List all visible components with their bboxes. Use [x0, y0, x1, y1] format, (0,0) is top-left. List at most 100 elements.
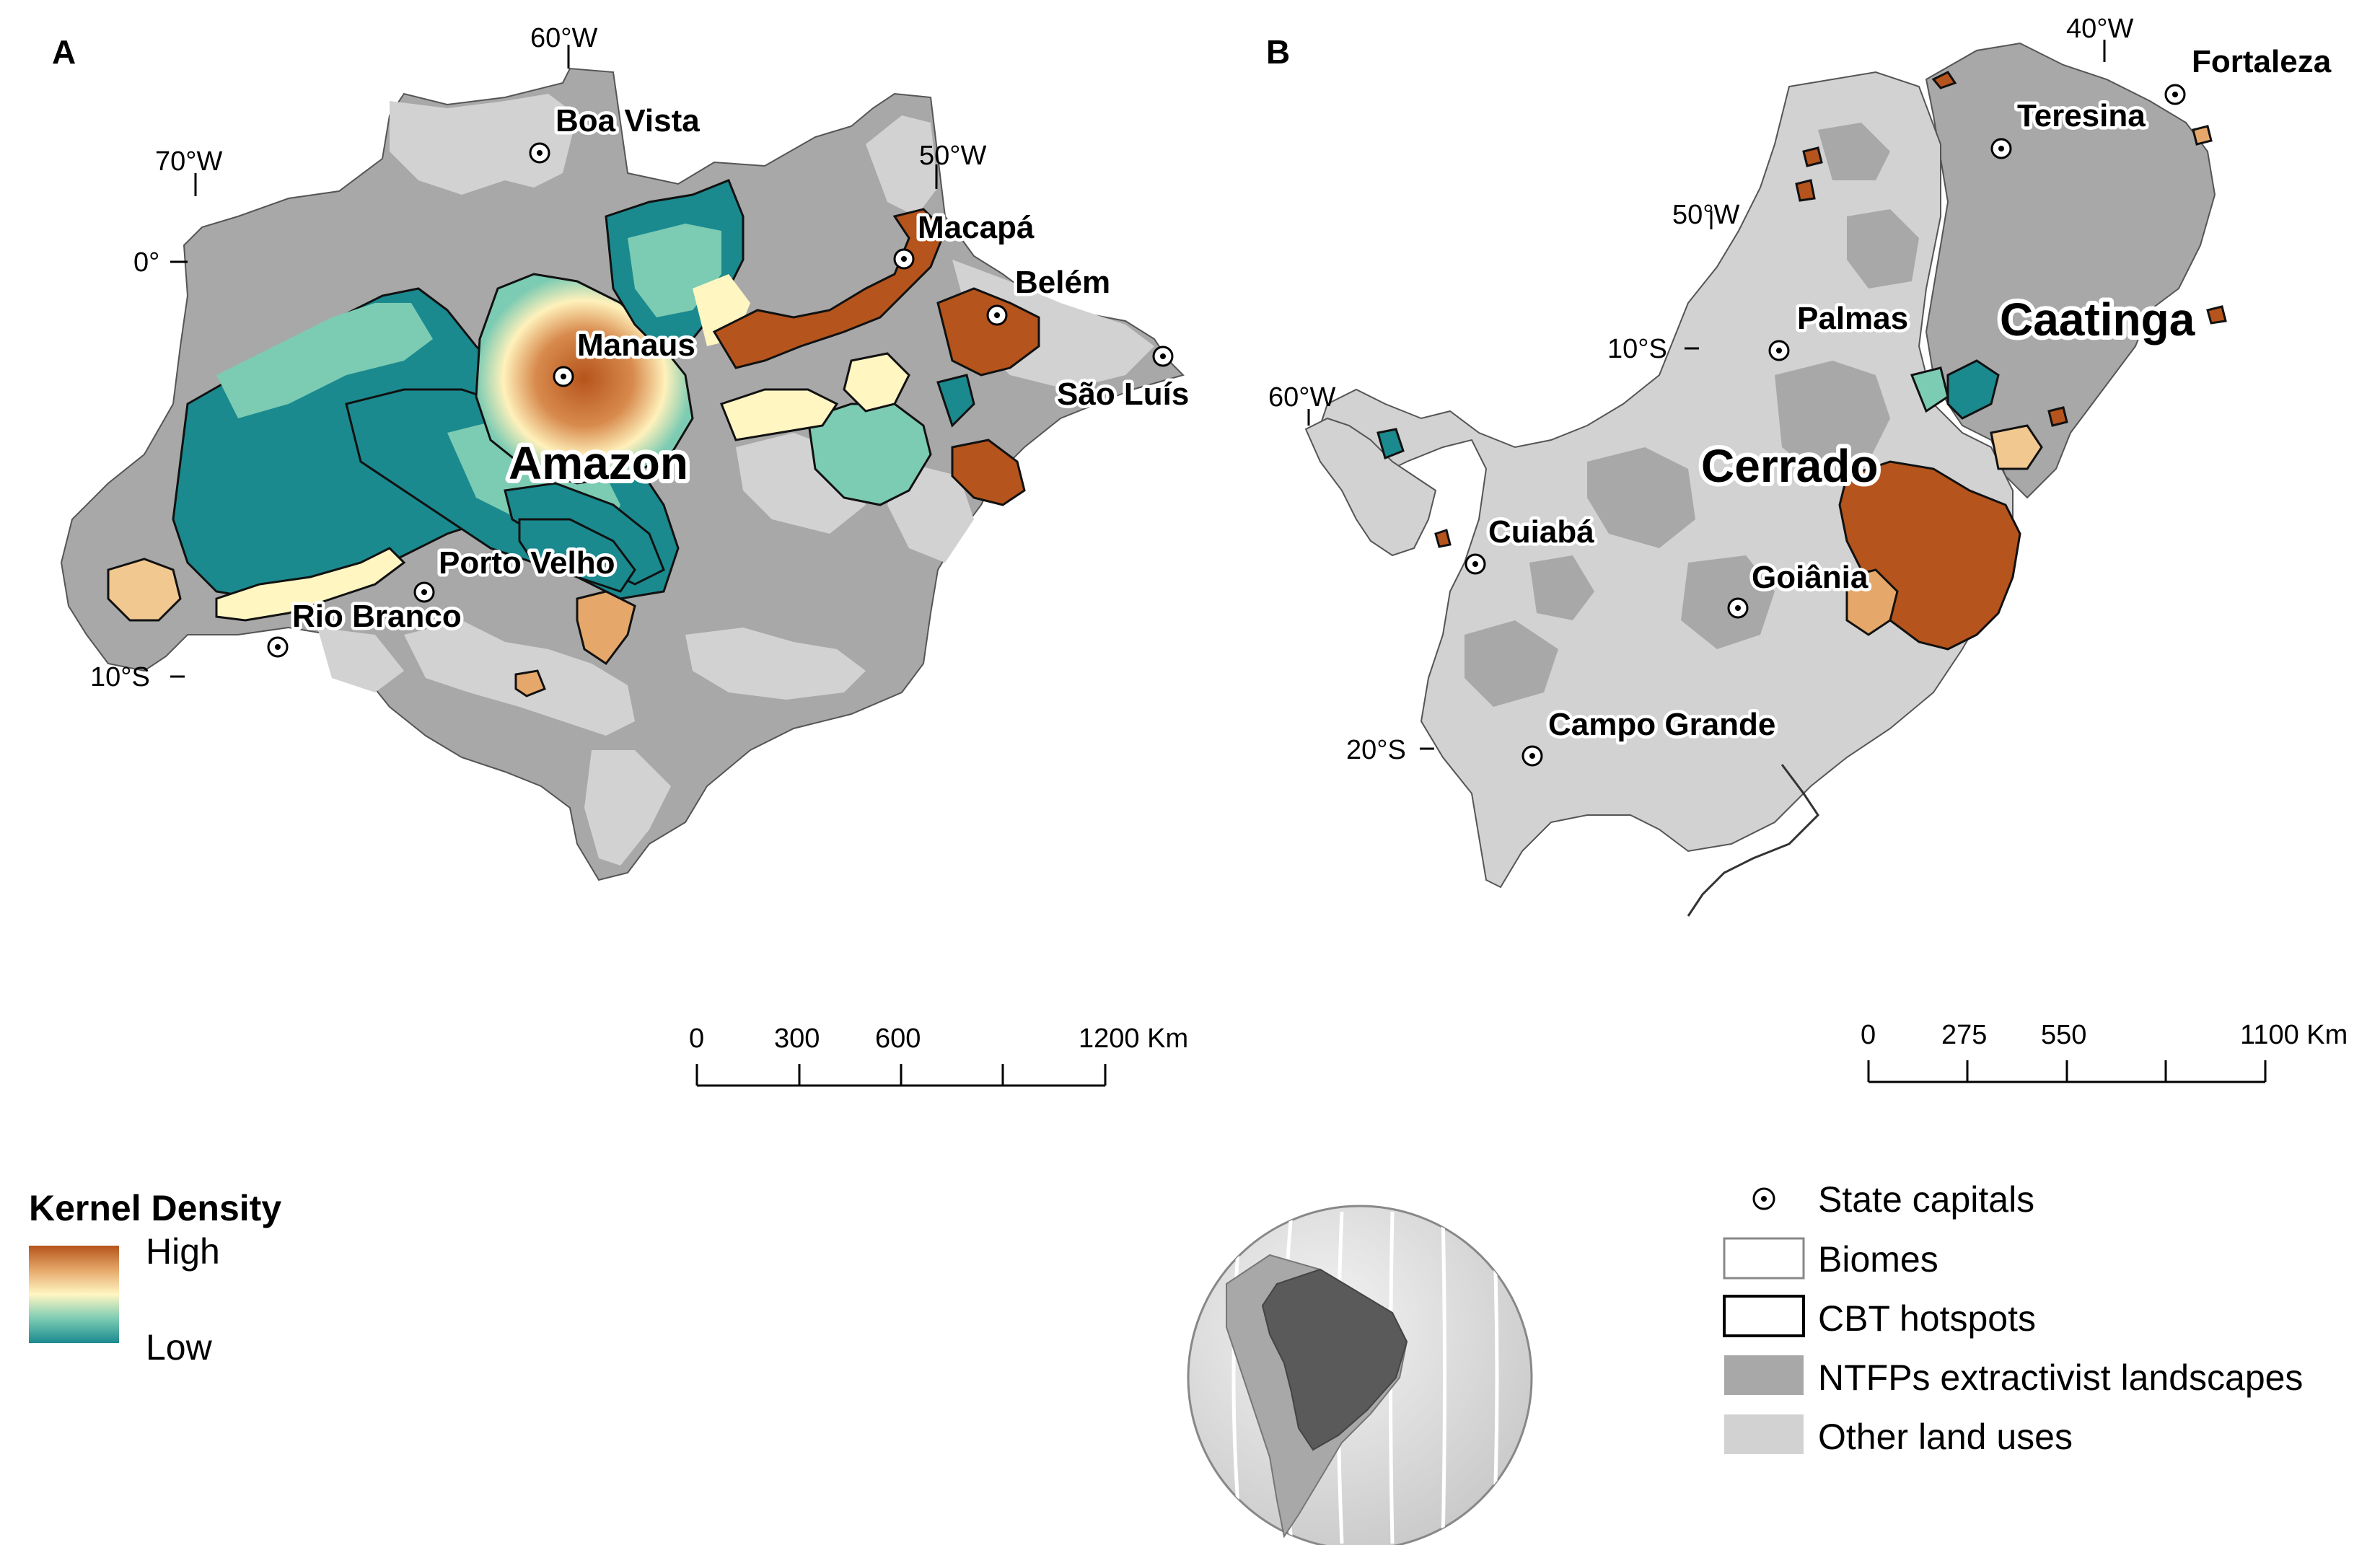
legend-biomes-swatch	[1723, 1237, 1805, 1280]
cerrado-ntfp-patches	[1465, 123, 1919, 707]
scale-b-1100: 1100 Km	[2240, 1020, 2348, 1050]
kernel-legend-title: Kernel Density	[29, 1188, 281, 1228]
coord-b-40w: 40°W	[2066, 14, 2133, 44]
hotspot-belem	[936, 287, 1040, 377]
coord-a-0: 0°	[133, 247, 159, 278]
coord-b-50w: 50°W	[1672, 200, 1739, 230]
legend-state-capitals: State capitals	[1818, 1179, 2034, 1220]
hotspot-south-orange-2	[514, 669, 546, 697]
coord-a-60w: 60°W	[530, 23, 597, 53]
coord-a-10s: 10°S	[90, 662, 150, 692]
legend-other: Other land uses	[1818, 1417, 2073, 1457]
city-cuiaba: Cuiabá	[1488, 514, 1594, 550]
globe-inset	[1187, 1205, 1533, 1545]
city-campo-grande: Campo Grande	[1548, 707, 1775, 742]
scale-b-550: 550	[2041, 1020, 2086, 1050]
city-macapa: Macapá	[918, 210, 1035, 245]
panel-a: A	[52, 23, 1193, 1087]
city-teresina: Teresina	[2017, 98, 2146, 133]
hotspot-bahia-2	[2047, 406, 2068, 427]
panel-b-capitals	[1465, 84, 2186, 767]
hotspot-south-east	[951, 439, 1026, 506]
hotspot-fortaleza	[2192, 125, 2213, 146]
biome-caatinga: Caatinga	[2000, 294, 2195, 345]
hotspot-southwest-2	[215, 547, 406, 622]
biome-amazon: Amazon	[509, 437, 688, 489]
capital-marker-cuiaba	[1465, 553, 1486, 575]
globe-brazil	[1261, 1268, 1408, 1451]
city-sao-luis: São Luís	[1057, 377, 1189, 412]
kernel-legend-low: Low	[146, 1327, 213, 1368]
panel-b-cbt-hotspots	[1376, 71, 2227, 651]
hotspot-tocantins-teal	[1946, 359, 2000, 420]
city-manaus: Manaus	[577, 327, 695, 363]
hotspot-south-orange	[576, 590, 636, 666]
hotspot-mt-teal	[1376, 428, 1405, 460]
hotspot-mid-yellow-2	[843, 352, 910, 413]
scale-a-1200: 1200 Km	[1079, 1024, 1188, 1054]
scale-a-600: 600	[875, 1024, 921, 1054]
main-legend: State capitals Biomes CBT hotspots NTFPs…	[1723, 1179, 2303, 1457]
scale-a-300: 300	[774, 1024, 820, 1054]
hotspot-goias-light	[1845, 568, 1899, 636]
hotspot-northeast-3	[1795, 179, 1816, 202]
city-palmas: Palmas	[1797, 301, 1908, 336]
hotspot-mid-yellow	[720, 388, 839, 441]
city-rio-branco: Rio Branco	[292, 599, 462, 634]
kernel-gradient-bar	[29, 1246, 119, 1343]
hotspot-northeast-2	[1802, 146, 1823, 167]
biome-cerrado: Cerrado	[1701, 440, 1878, 492]
panel-b-west-lobe	[1304, 417, 1437, 557]
scale-bar-b	[1867, 1060, 2267, 1083]
legend-other-swatch	[1724, 1414, 1804, 1454]
coord-a-70w: 70°W	[155, 146, 222, 177]
panel-b-graticule	[1307, 40, 2106, 750]
capital-marker-boa-vista	[529, 142, 550, 164]
kernel-legend-high: High	[146, 1231, 220, 1272]
capital-marker-palmas	[1768, 340, 1790, 361]
capital-marker-macapa	[893, 248, 915, 270]
capital-marker-teresina	[1990, 138, 2012, 159]
hotspot-east-chain	[712, 208, 947, 369]
hotspot-northeast-1	[1931, 71, 1957, 89]
kernel-density-legend: Kernel Density High Low	[29, 1188, 281, 1368]
legend-ntfps: NTFPs extractivist landscapes	[1818, 1357, 2303, 1398]
panel-a-letter: A	[52, 33, 76, 71]
capital-marker-manaus	[553, 366, 574, 387]
scale-b-275: 275	[1941, 1020, 1987, 1050]
panel-b-south-outline	[1687, 764, 1819, 917]
panel-b: B	[1266, 14, 2348, 1083]
city-porto-velho: Porto Velho	[439, 545, 615, 581]
capital-marker-porto-velho	[413, 581, 435, 603]
hotspot-porto-teal	[518, 518, 636, 593]
hotspot-west-green	[216, 303, 433, 418]
scale-b-0: 0	[1861, 1020, 1876, 1050]
capital-marker-sao-luis	[1152, 345, 1174, 367]
hotspot-cuiaba	[1434, 529, 1452, 548]
hotspot-small-teal-2	[936, 374, 975, 428]
scale-bar-a	[695, 1064, 1107, 1087]
capital-marker-fortaleza	[2164, 84, 2186, 105]
coord-b-20s: 20°S	[1346, 735, 1406, 765]
city-fortaleza: Fortaleza	[2192, 44, 2332, 79]
legend-biomes: Biomes	[1818, 1239, 1938, 1280]
legend-cbt-hotspots: CBT hotspots	[1818, 1298, 2036, 1339]
panel-a-capitals	[267, 142, 1174, 658]
coord-b-10s: 10°S	[1607, 334, 1667, 364]
panel-b-letter: B	[1266, 33, 1290, 71]
capital-marker-rio-branco	[267, 636, 289, 658]
capital-marker-goiania	[1727, 597, 1749, 619]
hotspot-goias-light-2	[1990, 424, 2043, 470]
scale-a-0: 0	[689, 1024, 704, 1054]
amazon-cbt-hotspots	[107, 179, 1040, 697]
hotspot-bahia-1	[2206, 305, 2227, 325]
hotspot-southwest	[107, 558, 182, 622]
hotspot-tocantins-green	[1910, 366, 1949, 413]
capital-marker-campo-grande	[1521, 745, 1543, 767]
coord-a-50w: 50°W	[919, 141, 986, 171]
capital-marker-belem	[986, 304, 1008, 326]
legend-ntfps-swatch	[1724, 1355, 1804, 1395]
coord-b-60w: 60°W	[1268, 382, 1335, 413]
panel-a-graticule	[170, 45, 938, 678]
